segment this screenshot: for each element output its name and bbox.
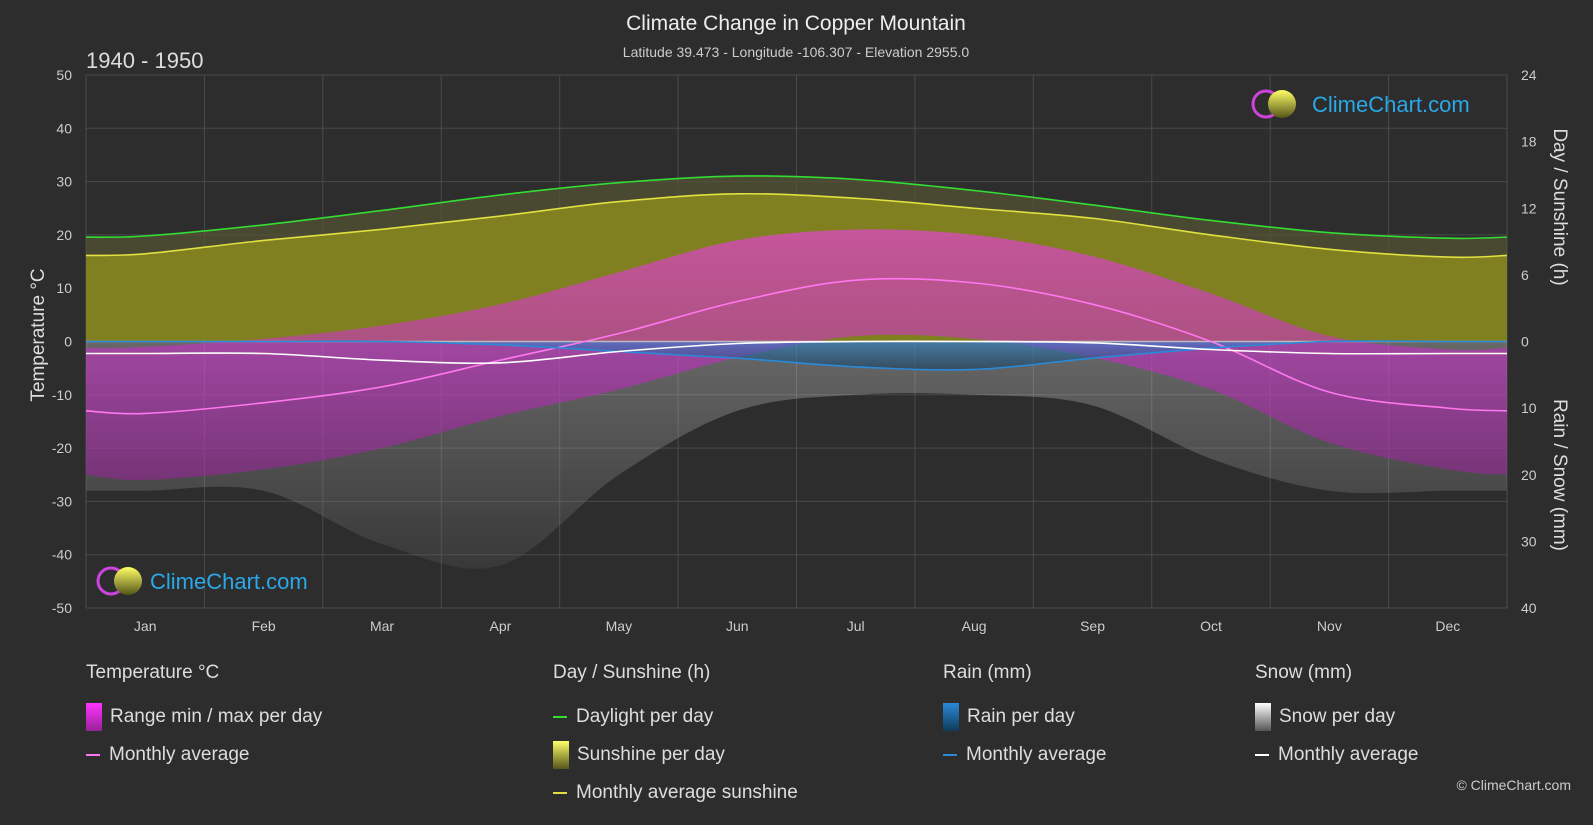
- x-tick-label: Sep: [1080, 618, 1105, 634]
- snow-avg-swatch: [1255, 754, 1269, 756]
- legend-label-rain-avg: Monthly average: [966, 744, 1107, 765]
- legend-label-daylight: Daylight per day: [576, 706, 714, 727]
- temp-avg-swatch: [86, 754, 100, 756]
- brand-text-top: ClimeChart.com: [1312, 92, 1470, 117]
- temp-range-band: [86, 229, 1507, 481]
- y-left-tick: 30: [56, 174, 72, 190]
- y-left-tick: -50: [52, 600, 72, 616]
- legend-label-temp-range: Range min / max per day: [110, 706, 323, 727]
- y-right-top-tick: 0: [1521, 334, 1529, 350]
- x-tick-label: Mar: [370, 618, 394, 634]
- chart-subtitle: Latitude 39.473 - Longitude -106.307 - E…: [623, 44, 970, 60]
- legend-label-rain: Rain per day: [967, 706, 1075, 727]
- y-left-tick: -20: [52, 440, 72, 456]
- legend-item-rain-avg: Monthly average: [943, 736, 1106, 774]
- legend-title-temperature: Temperature °C: [86, 662, 220, 683]
- legend-rain: Rain (mm) Rain per day Monthly average: [943, 662, 1106, 774]
- copyright: © ClimeChart.com: [1456, 777, 1571, 793]
- legend-label-temp-avg: Monthly average: [109, 744, 250, 765]
- x-tick-label: Feb: [252, 618, 276, 634]
- legend-label-snow-avg: Monthly average: [1278, 744, 1419, 765]
- legend-label-sunshine-avg: Monthly average sunshine: [576, 782, 798, 803]
- axes: 50 40 30 20 10 0 -10 -20 -30 -40 -50 24 18 12 6 0 10 20 30…: [52, 67, 1537, 634]
- sunshine-swatch: [553, 741, 569, 769]
- snow-swatch: [1255, 703, 1271, 731]
- x-tick-label: Dec: [1435, 618, 1460, 634]
- rain-avg-swatch: [943, 754, 957, 756]
- legend-item-sunshine: Sunshine per day: [553, 736, 798, 774]
- logo-sun-icon: [114, 567, 142, 595]
- legend-item-snow: Snow per day: [1255, 698, 1418, 736]
- y-right-top-tick: 6: [1521, 267, 1529, 283]
- rain-avg-line: [85, 340, 1507, 371]
- y-right-bottom-tick: 30: [1521, 533, 1537, 549]
- legend-title-snow: Snow (mm): [1255, 662, 1353, 683]
- legend-label-sunshine: Sunshine per day: [577, 744, 725, 765]
- daylight-line: [85, 175, 1508, 240]
- brand-logo-bottom: ClimeChart.com: [96, 566, 308, 596]
- brand-logo-top: ClimeChart.com: [1251, 89, 1470, 119]
- x-tick-label: Jan: [134, 618, 157, 634]
- y-left-tick: 10: [56, 280, 72, 296]
- data-lines: [85, 175, 1508, 415]
- x-tick-label: Apr: [490, 618, 512, 634]
- y-left-tick: -30: [52, 493, 72, 509]
- y-right-top-label: Day / Sunshine (h): [1549, 128, 1570, 285]
- x-tick-label: Jun: [726, 618, 749, 634]
- legend-title-sunshine: Day / Sunshine (h): [553, 662, 711, 683]
- legend-item-snow-avg: Monthly average: [1255, 736, 1418, 774]
- x-tick-label: Aug: [962, 618, 987, 634]
- temp-range-swatch: [86, 703, 102, 731]
- x-tick-label: Oct: [1200, 618, 1222, 634]
- rain-per-day-area: [86, 341, 1507, 370]
- y-right-top-tick: 12: [1521, 200, 1537, 216]
- legend-item-temp-avg: Monthly average: [86, 736, 322, 774]
- legend-item-rain: Rain per day: [943, 698, 1106, 736]
- y-left-tick: 50: [56, 67, 72, 83]
- legend-title-rain: Rain (mm): [943, 662, 1032, 683]
- x-tick-label: Jul: [847, 618, 865, 634]
- y-left-tick: 0: [64, 334, 72, 350]
- y-left-tick: -40: [52, 547, 72, 563]
- y-right-top-tick: 18: [1521, 134, 1537, 150]
- y-left-tick: -10: [52, 387, 72, 403]
- legend-item-daylight: Daylight per day: [553, 698, 798, 736]
- legend-snow: Snow (mm) Snow per day Monthly average: [1255, 662, 1418, 774]
- y-right-bottom-tick: 20: [1521, 467, 1537, 483]
- y-right-bottom-tick: 10: [1521, 400, 1537, 416]
- period-label: 1940 - 1950: [86, 48, 203, 73]
- chart-title: Climate Change in Copper Mountain: [626, 12, 966, 35]
- rain-swatch: [943, 703, 959, 731]
- x-tick-label: May: [606, 618, 632, 634]
- y-right-top-tick: 24: [1521, 67, 1537, 83]
- logo-sun-icon: [1268, 90, 1296, 118]
- y-left-label: Temperature °C: [28, 268, 49, 401]
- sunshine-avg-line: [85, 192, 1508, 259]
- legend-item-sunshine-avg: Monthly average sunshine: [553, 774, 798, 812]
- legend-temperature: Temperature °C Range min / max per day M…: [86, 662, 322, 774]
- temp-avg-line: [85, 277, 1508, 415]
- snow-avg-line: [85, 340, 1508, 365]
- y-right-bottom-label: Rain / Snow (mm): [1549, 399, 1570, 551]
- legend-sunshine: Day / Sunshine (h) Daylight per day Suns…: [553, 662, 798, 812]
- legend-label-snow: Snow per day: [1279, 706, 1396, 727]
- y-right-bottom-tick: 40: [1521, 600, 1537, 616]
- legend-item-temp-range: Range min / max per day: [86, 698, 322, 736]
- brand-text-bottom: ClimeChart.com: [150, 569, 308, 594]
- data-areas: [86, 175, 1507, 569]
- y-left-tick: 20: [56, 227, 72, 243]
- daylight-swatch: [553, 716, 567, 718]
- y-left-tick: 40: [56, 120, 72, 136]
- x-tick-label: Nov: [1317, 618, 1342, 634]
- sunshine-avg-swatch: [553, 792, 567, 794]
